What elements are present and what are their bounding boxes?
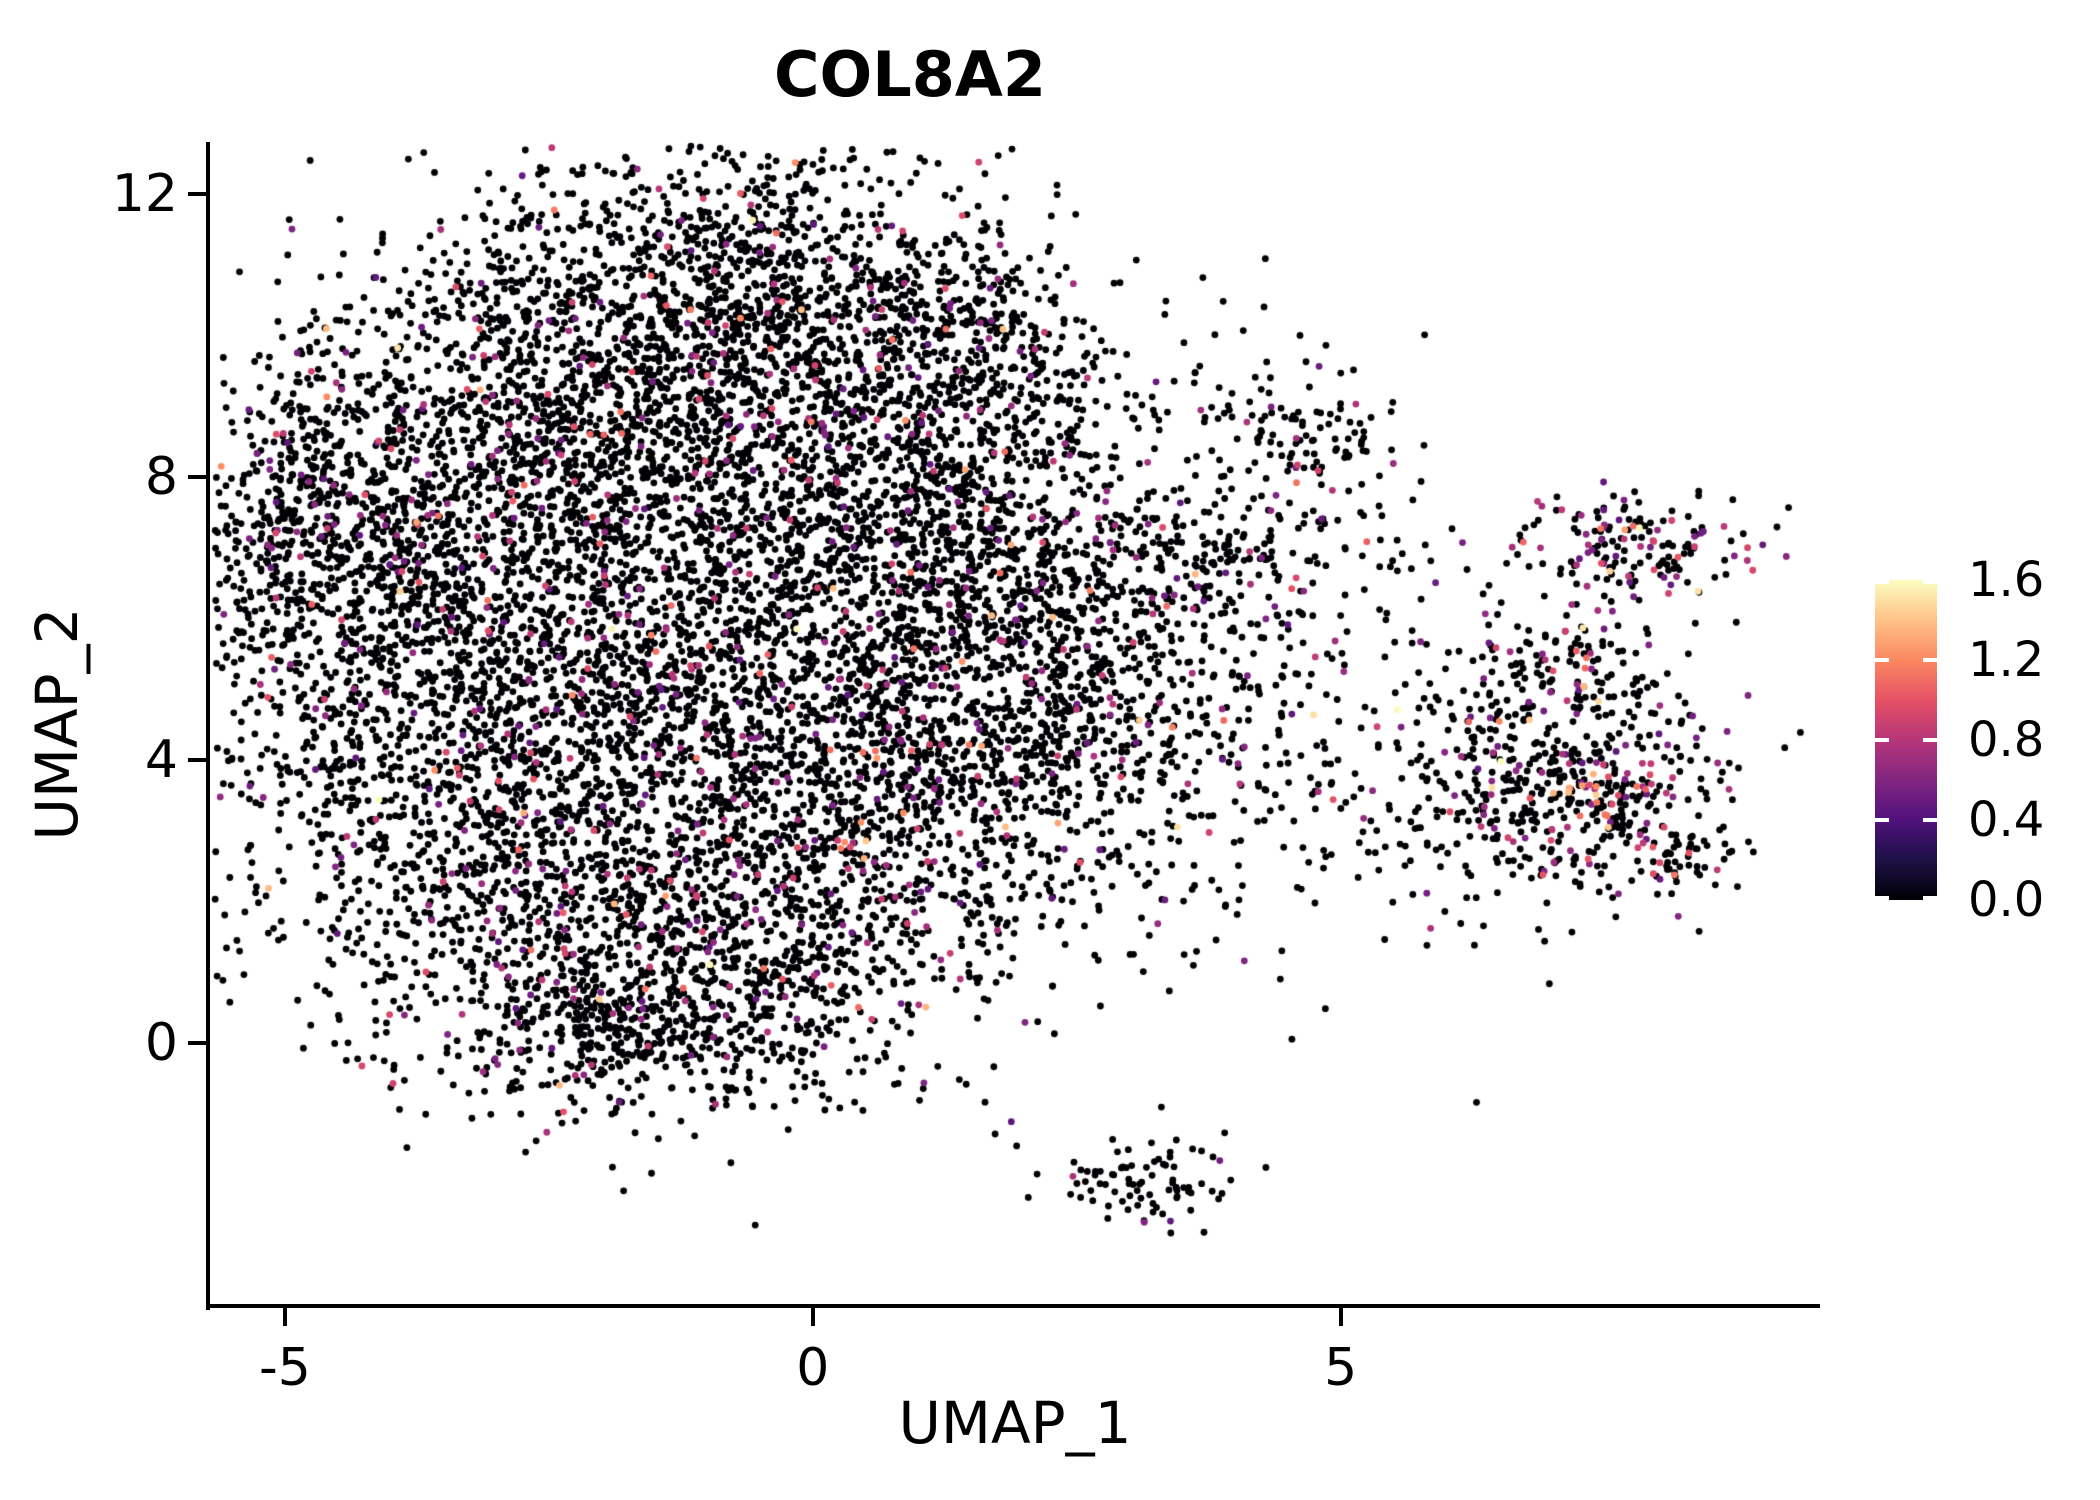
x-tick-label: -5 bbox=[259, 1338, 311, 1398]
x-tick-mark bbox=[1338, 1308, 1343, 1326]
colorbar-tick-mark bbox=[1875, 658, 1889, 662]
colorbar-tick-label: 1.2 bbox=[1968, 632, 2045, 688]
colorbar-tick-label: 0.8 bbox=[1968, 712, 2045, 768]
colorbar-tick-mark bbox=[1875, 896, 1889, 900]
colorbar-tick-mark bbox=[1875, 580, 1889, 584]
colorbar-tick-mark bbox=[1923, 738, 1937, 742]
y-tick-mark bbox=[188, 475, 206, 480]
colorbar-tick-mark bbox=[1923, 580, 1937, 584]
colorbar-tick-mark bbox=[1875, 818, 1889, 822]
x-tick-mark bbox=[282, 1308, 287, 1326]
y-tick-label: 4 bbox=[144, 730, 178, 791]
y-tick-label: 12 bbox=[111, 164, 178, 225]
colorbar-tick-label: 0.4 bbox=[1968, 792, 2045, 848]
x-tick-label: 0 bbox=[796, 1338, 830, 1398]
y-tick-mark bbox=[188, 192, 206, 197]
x-axis-label: UMAP_1 bbox=[898, 1389, 1132, 1457]
y-axis-label: UMAP_2 bbox=[23, 607, 91, 841]
x-axis-line bbox=[206, 1304, 1820, 1308]
y-tick-mark bbox=[188, 1040, 206, 1045]
colorbar-tick-mark bbox=[1923, 896, 1937, 900]
colorbar-tick-mark bbox=[1923, 658, 1937, 662]
y-tick-mark bbox=[188, 758, 206, 763]
y-axis-line bbox=[206, 142, 210, 1310]
x-tick-mark bbox=[810, 1308, 815, 1326]
y-tick-label: 0 bbox=[144, 1012, 178, 1073]
colorbar-tick-label: 0.0 bbox=[1968, 872, 2045, 928]
colorbar-tick-label: 1.6 bbox=[1968, 552, 2045, 608]
chart-title: COL8A2 bbox=[774, 38, 1046, 111]
x-tick-label: 5 bbox=[1324, 1338, 1358, 1398]
colorbar-tick-mark bbox=[1875, 738, 1889, 742]
y-tick-label: 8 bbox=[144, 447, 178, 508]
colorbar-tick-mark bbox=[1923, 818, 1937, 822]
